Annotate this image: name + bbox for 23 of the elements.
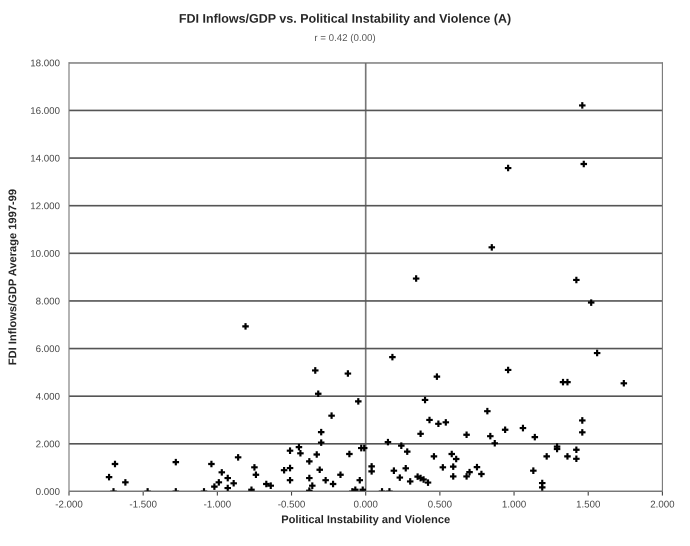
y-tick-label: 10.000 [30, 250, 60, 257]
x-tick-label: 0.000 [354, 500, 378, 508]
x-tick-label: -0.500 [278, 500, 305, 508]
x-tick-label: 1.000 [502, 500, 526, 508]
y-tick-label: 4.000 [36, 392, 60, 400]
y-tick-label: 0.000 [36, 488, 60, 496]
y-tick-label: 6.000 [36, 345, 60, 352]
y-tick-label: 18.000 [30, 60, 60, 66]
y-axis-title: FDI Inflows/GDP Average 1997-99 [8, 189, 19, 364]
x-tick-label: 0.500 [428, 500, 452, 508]
x-axis-title: Political Instability and Violence [282, 515, 450, 526]
y-tick-label: 12.000 [30, 202, 60, 210]
y-tick-label: 8.000 [36, 298, 60, 305]
x-tick-label: -1.000 [204, 500, 231, 508]
y-tick-label: 16.000 [30, 107, 60, 114]
x-tick-label: 1.500 [576, 500, 600, 508]
text: r = 0.42 (0.00) [314, 34, 376, 43]
y-tick-label: 2.000 [36, 440, 60, 448]
x-tick-label: -2.000 [56, 500, 82, 508]
x-tick-label: 2.000 [650, 500, 674, 508]
chart-title: FDI Inflows/GDP vs. Political Instability and Violence (A) [180, 14, 511, 26]
y-tick-label: 14.000 [30, 154, 60, 162]
x-tick-label: -1.500 [130, 500, 157, 508]
